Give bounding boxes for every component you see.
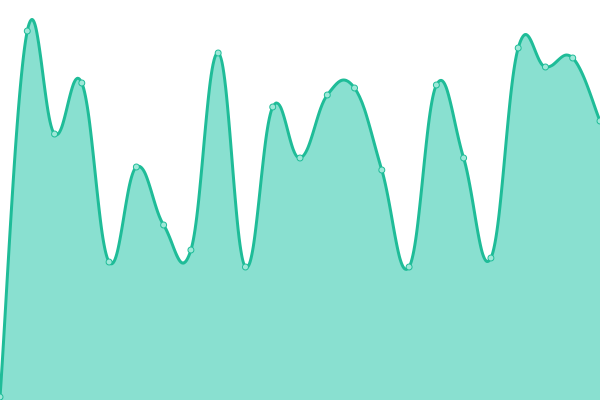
data-point[interactable] xyxy=(405,263,413,271)
data-point[interactable] xyxy=(214,49,222,57)
data-point[interactable] xyxy=(460,154,468,162)
data-point[interactable] xyxy=(269,103,277,111)
data-point[interactable] xyxy=(351,84,359,92)
data-point[interactable] xyxy=(296,154,304,162)
data-point[interactable] xyxy=(487,254,495,262)
data-point[interactable] xyxy=(514,44,522,52)
data-point[interactable] xyxy=(569,54,577,62)
data-point[interactable] xyxy=(241,263,249,271)
data-point[interactable] xyxy=(105,258,113,266)
data-point[interactable] xyxy=(541,63,549,71)
data-point[interactable] xyxy=(596,117,600,125)
data-point[interactable] xyxy=(0,393,4,400)
data-point[interactable] xyxy=(187,246,195,254)
data-point[interactable] xyxy=(323,91,331,99)
data-point[interactable] xyxy=(132,163,140,171)
area-fill xyxy=(0,19,600,400)
data-point[interactable] xyxy=(51,130,59,138)
data-point[interactable] xyxy=(160,221,168,229)
data-point[interactable] xyxy=(432,81,440,89)
data-point[interactable] xyxy=(78,79,86,87)
data-point[interactable] xyxy=(23,27,31,35)
data-point[interactable] xyxy=(378,166,386,174)
